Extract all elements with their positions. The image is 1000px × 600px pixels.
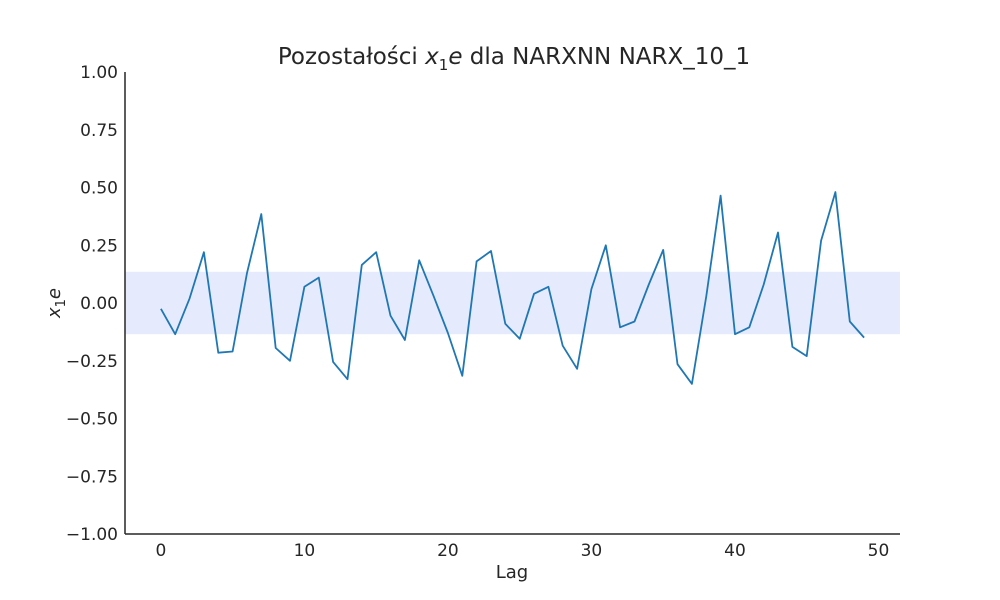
x-ticks: 0 10 20 30 40 50 [155, 541, 889, 561]
x-tick-label: 40 [724, 541, 746, 561]
y-tick-label: 0.00 [80, 294, 118, 314]
confidence-band [125, 271, 900, 335]
title-var-suffix: e [448, 44, 462, 70]
y-tick-label: −0.25 [66, 352, 118, 372]
y-tick-label: −0.50 [66, 410, 118, 430]
y-tick-label: 0.75 [80, 121, 118, 141]
x-tick-label: 30 [581, 541, 603, 561]
y-axis-label: x1e [44, 288, 69, 319]
title-var: x [424, 44, 439, 70]
x-tick-label: 20 [437, 541, 459, 561]
x-tick-label: 10 [294, 541, 316, 561]
y-tick-label: 0.50 [80, 179, 118, 199]
y-tick-label: 0.25 [80, 236, 118, 256]
y-ticks: −1.00 −0.75 −0.50 −0.25 0.00 0.25 0.50 0.75 1.00 [66, 63, 118, 545]
ylabel-var: x [44, 307, 65, 319]
y-tick-label: 1.00 [80, 63, 118, 83]
ylabel-suffix: e [44, 288, 65, 299]
ylabel-sub: 1 [54, 299, 69, 307]
residual-line [160, 191, 865, 385]
title-sub: 1 [439, 56, 449, 74]
x-axis-label: Lag [496, 562, 528, 583]
title-prefix: Pozostałości [278, 44, 425, 70]
title-suffix: dla NARXNN NARX_10_1 [462, 44, 750, 70]
y-tick-label: −1.00 [66, 525, 118, 545]
y-tick-label: −0.75 [66, 467, 118, 487]
x-tick-label: 50 [868, 541, 890, 561]
chart-title: Pozostałości x1e dla NARXNN NARX_10_1 [278, 44, 750, 74]
x-tick-label: 0 [155, 541, 166, 561]
